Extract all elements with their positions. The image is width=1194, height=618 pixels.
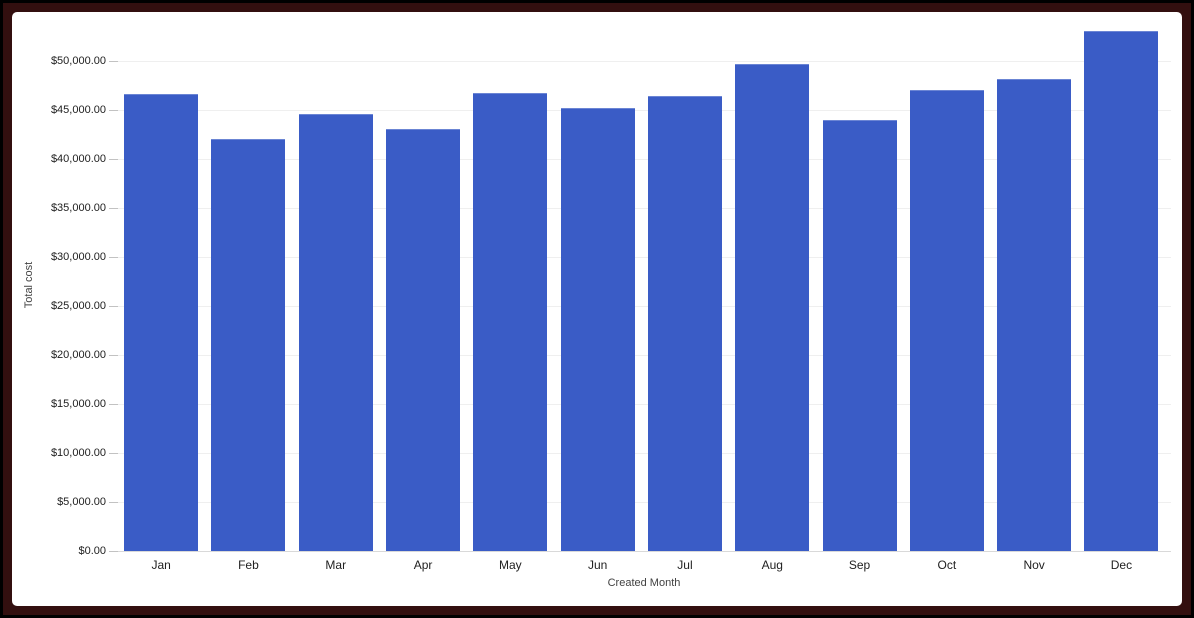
bar-sep[interactable] bbox=[822, 119, 897, 551]
gridline bbox=[117, 305, 1171, 307]
bar-jan[interactable] bbox=[124, 94, 199, 551]
x-tick-label-nov: Nov bbox=[1023, 558, 1045, 572]
bar-jul[interactable] bbox=[647, 96, 722, 551]
bar-aug[interactable] bbox=[735, 63, 810, 551]
y-tick-label: $5,000.00 bbox=[57, 495, 106, 508]
bar-apr[interactable] bbox=[386, 129, 461, 551]
y-tick-mark bbox=[109, 305, 118, 307]
bar-nov[interactable] bbox=[997, 79, 1072, 551]
x-axis-title: Created Month bbox=[607, 577, 681, 589]
gridline bbox=[117, 452, 1171, 454]
x-tick-label-mar: Mar bbox=[325, 558, 347, 572]
y-tick-label: $45,000.00 bbox=[50, 103, 106, 116]
y-tick-mark bbox=[109, 354, 118, 356]
y-tick-mark bbox=[109, 109, 118, 111]
y-tick-label: $20,000.00 bbox=[50, 348, 106, 361]
y-tick-label: $50,000.00 bbox=[50, 54, 106, 67]
x-tick-label-dec: Dec bbox=[1110, 558, 1133, 572]
bar-may[interactable] bbox=[473, 93, 548, 551]
x-tick-label-feb: Feb bbox=[238, 558, 259, 572]
y-tick-label: $40,000.00 bbox=[50, 152, 106, 165]
y-tick-mark bbox=[109, 403, 118, 405]
gridline bbox=[117, 207, 1171, 209]
gridline bbox=[117, 354, 1171, 356]
y-tick-label: $25,000.00 bbox=[50, 299, 106, 312]
y-tick-label: $30,000.00 bbox=[50, 250, 106, 263]
gridline bbox=[117, 403, 1171, 405]
y-tick-label: $15,000.00 bbox=[50, 397, 106, 410]
gridline bbox=[117, 109, 1171, 111]
x-tick-label-jan: Jan bbox=[151, 558, 171, 572]
bar-dec[interactable] bbox=[1084, 31, 1159, 551]
gridline bbox=[117, 256, 1171, 258]
x-tick-label-jul: Jul bbox=[677, 558, 693, 572]
x-axis-line bbox=[117, 551, 1171, 552]
bar-mar[interactable] bbox=[298, 113, 373, 551]
gridline bbox=[117, 60, 1171, 62]
x-tick-label-may: May bbox=[499, 558, 522, 572]
y-tick-mark bbox=[109, 551, 118, 552]
y-tick-mark bbox=[109, 501, 118, 503]
x-tick-label-aug: Aug bbox=[761, 558, 783, 572]
y-tick-mark bbox=[109, 158, 118, 160]
x-tick-label-oct: Oct bbox=[937, 558, 957, 572]
x-tick-label-jun: Jun bbox=[587, 558, 608, 572]
gridline bbox=[117, 501, 1171, 503]
y-tick-label: $10,000.00 bbox=[50, 446, 106, 459]
bar-jun[interactable] bbox=[560, 107, 635, 551]
x-tick-label-sep: Sep bbox=[848, 558, 871, 572]
y-tick-label: $0.00 bbox=[78, 545, 106, 557]
bar-oct[interactable] bbox=[909, 90, 984, 551]
bar-feb[interactable] bbox=[211, 139, 286, 551]
y-tick-mark bbox=[109, 256, 118, 258]
plot-area: $0.00 $5,000.00 $10,000.00 $15,000.00 $20,00… bbox=[12, 12, 1182, 606]
chart-canvas: Total cost $0.00 $5,000.00 $10,000.00 $15,0… bbox=[12, 12, 1182, 606]
y-tick-mark bbox=[109, 207, 118, 209]
x-tick-label-apr: Apr bbox=[413, 558, 433, 572]
y-tick-mark bbox=[109, 452, 118, 454]
y-tick-mark bbox=[109, 60, 118, 62]
y-tick-label: $35,000.00 bbox=[50, 201, 106, 214]
gridline bbox=[117, 158, 1171, 160]
